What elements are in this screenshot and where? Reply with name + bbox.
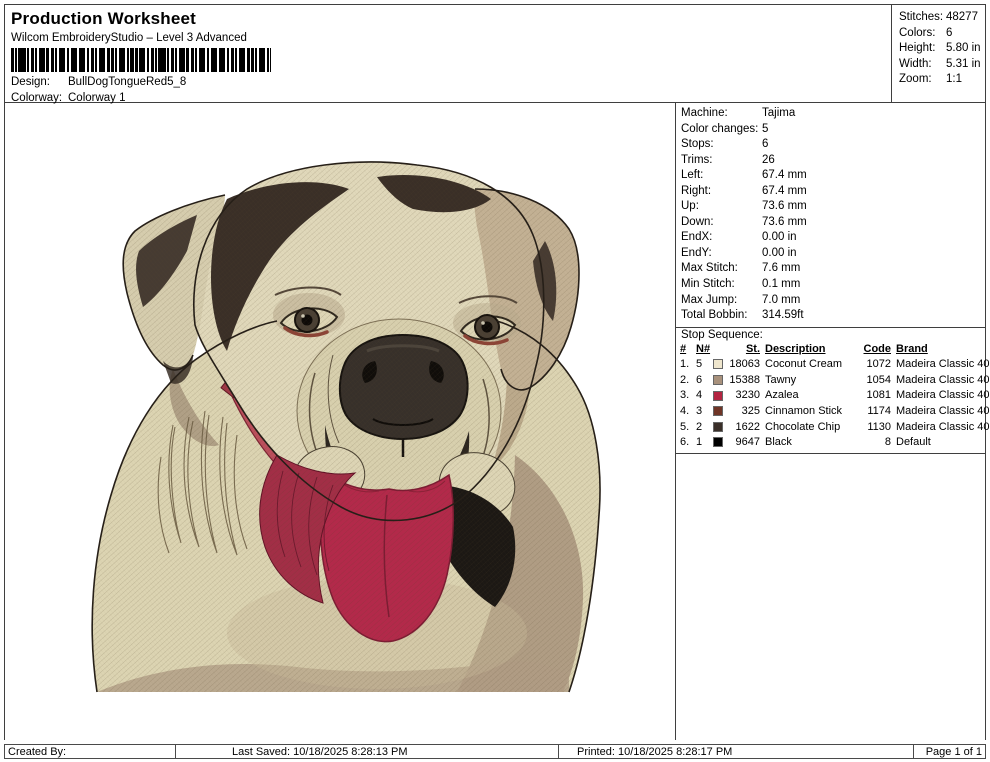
thread-color-swatch <box>713 421 723 432</box>
machine-row: Trims: 26 <box>681 153 775 166</box>
machine-row: EndX: 0.00 in <box>681 231 797 244</box>
machine-row: Total Bobbin: 314.59ft <box>681 309 804 322</box>
design-stats-box: Stitches: 48277 Colors: 6 Height: 5.80 in W… <box>891 5 985 102</box>
created-by-cell: Created By: <box>4 744 176 759</box>
thread-row: 3. 4 3230 Azalea 1081 Madeira Classic 40 <box>680 389 990 402</box>
thread-row: 2. 6 15388 Tawny 1054 Madeira Classic 40 <box>680 373 990 386</box>
machine-row: Machine: Tajima <box>681 107 796 119</box>
bulldog-embroidery-art <box>91 161 601 693</box>
embroidery-design-bulldog <box>77 155 607 695</box>
thread-color-swatch <box>713 374 723 385</box>
last-saved-cell: Last Saved: 10/18/2025 8:28:13 PM <box>175 744 559 759</box>
stat-colors: Colors: 6 <box>899 26 953 39</box>
app-subtitle: Wilcom EmbroideryStudio – Level 3 Advanc… <box>11 32 247 44</box>
design-value: BullDogTongueRed5_8 <box>68 76 187 88</box>
page-title: Production Worksheet <box>11 9 197 28</box>
thread-row: 4. 3 325 Cinnamon Stick 1174 Madeira Cla… <box>680 405 990 418</box>
printed-cell: Printed: 10/18/2025 8:28:17 PM <box>558 744 914 759</box>
page-number-cell: Page 1 of 1 <box>913 744 986 759</box>
thread-row: 5. 2 1622 Chocolate Chip 1130 Madeira Cl… <box>680 420 990 433</box>
machine-row: Down: 73.6 mm <box>681 215 807 228</box>
header: Production Worksheet Wilcom EmbroiderySt… <box>4 4 986 104</box>
machine-panel: Machine: Tajima Color changes: 5 Stops: 6 T… <box>675 103 990 740</box>
stat-height: Height: 5.80 in <box>899 42 981 55</box>
machine-row: Left: 67.4 mm <box>681 169 807 182</box>
colorway-value: Colorway 1 <box>68 92 126 104</box>
thread-row: 6. 1 9647 Black 8 Default <box>680 436 931 449</box>
design-label: Design: <box>11 76 50 88</box>
machine-row: Color changes: 5 <box>681 122 769 135</box>
colorway-label: Colorway: <box>11 92 63 104</box>
thread-color-swatch <box>713 437 723 448</box>
thread-color-swatch <box>713 406 723 417</box>
footer: Created By: Last Saved: 10/18/2025 8:28:… <box>4 744 986 759</box>
thread-color-swatch <box>713 390 723 401</box>
design-name-row: Design: BullDogTongueRed5_8 <box>11 76 186 88</box>
machine-row: EndY: 0.00 in <box>681 246 797 259</box>
stop-sequence-table: # N# St. Description Code Brand 1. 5 180… <box>676 342 990 454</box>
design-barcode <box>11 48 271 72</box>
thread-color-swatch <box>713 359 723 370</box>
colorway-row: Colorway: Colorway 1 <box>11 92 126 104</box>
machine-row: Max Jump: 7.0 mm <box>681 293 801 306</box>
stat-zoom: Zoom: 1:1 <box>899 73 962 86</box>
machine-row: Right: 67.4 mm <box>681 184 807 197</box>
machine-info-list: Machine: Tajima Color changes: 5 Stops: 6 T… <box>676 103 985 324</box>
stop-sequence-header-row: # N# St. Description Code Brand <box>680 342 928 355</box>
machine-row: Min Stitch: 0.1 mm <box>681 278 801 291</box>
stat-stitches: Stitches: 48277 <box>899 11 978 23</box>
machine-row: Up: 73.6 mm <box>681 200 807 213</box>
machine-row: Stops: 6 <box>681 138 769 151</box>
design-canvas <box>4 103 675 740</box>
stat-width: Width: 5.31 in <box>899 57 981 70</box>
stop-sequence-heading: Stop Sequence: <box>676 326 985 342</box>
machine-row: Max Stitch: 7.6 mm <box>681 262 801 275</box>
thread-row: 1. 5 18063 Coconut Cream 1072 Madeira Cl… <box>680 358 990 371</box>
